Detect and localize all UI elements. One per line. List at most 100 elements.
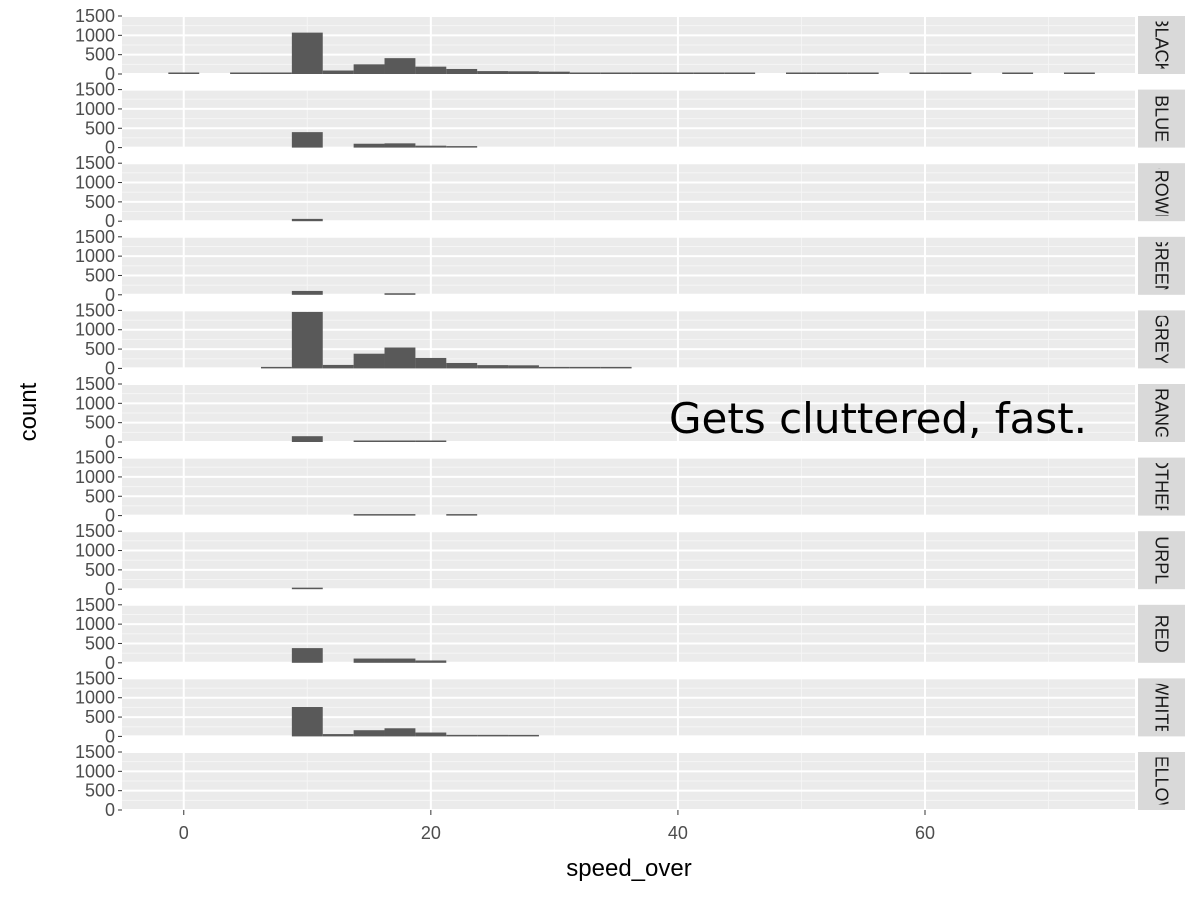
histogram-bar [322, 70, 354, 74]
histogram-bar [446, 362, 478, 369]
histogram-bar [291, 436, 323, 442]
y-tick-label: 1500 [75, 668, 115, 688]
facet-strip-label: BLUE [1152, 95, 1172, 142]
y-tick-label: 1500 [75, 153, 115, 173]
histogram-bar [415, 440, 447, 442]
histogram-bar [415, 357, 447, 369]
histogram-bar [909, 72, 941, 74]
facet-strip [1138, 678, 1185, 737]
y-tick-label: 0 [105, 579, 115, 599]
histogram-bar [415, 660, 447, 663]
histogram-bar [384, 658, 416, 663]
y-tick-label: 1000 [75, 320, 115, 340]
y-tick-label: 0 [105, 138, 115, 158]
y-tick-label: 500 [85, 413, 115, 433]
histogram-bar [569, 366, 601, 369]
histogram-bar [477, 365, 509, 369]
histogram-bar [322, 364, 354, 369]
histogram-bar [260, 72, 292, 74]
y-tick-label: 1000 [75, 25, 115, 45]
y-tick-label: 1000 [75, 99, 115, 119]
histogram-bar [477, 734, 509, 737]
histogram-bar [230, 72, 261, 74]
histogram-bar [291, 132, 323, 148]
histogram-bar [446, 514, 478, 516]
facet-strip [1138, 89, 1185, 148]
y-tick-label: 500 [85, 45, 115, 65]
y-tick-label: 1500 [75, 80, 115, 100]
y-tick-label: 0 [105, 506, 115, 526]
y-tick-label: 0 [105, 800, 115, 820]
y-tick-label: 0 [105, 432, 115, 452]
histogram-bar [662, 72, 694, 74]
y-tick-label: 0 [105, 358, 115, 378]
histogram-bar [538, 366, 570, 369]
x-tick-label: 60 [915, 823, 935, 843]
histogram-bar [353, 64, 385, 74]
y-tick-label: 500 [85, 486, 115, 506]
facet-strip [1138, 457, 1185, 516]
histogram-bar [415, 145, 447, 148]
facet-strip-label: GREEN [1152, 234, 1172, 298]
facet-strip [1138, 384, 1185, 442]
histogram-bar [384, 143, 416, 148]
facet-strip-label: YELLOW [1152, 743, 1172, 818]
y-tick-label: 1000 [75, 761, 115, 781]
histogram-bar [291, 32, 323, 74]
y-tick-label: 500 [85, 781, 115, 801]
histogram-bar [600, 366, 632, 369]
y-tick-label: 1000 [75, 467, 115, 487]
histogram-bar [1063, 72, 1095, 74]
facet-strip-label: PURPLE [1152, 524, 1172, 596]
y-tick-label: 1000 [75, 614, 115, 634]
histogram-bar [353, 143, 385, 148]
histogram-bar [291, 311, 323, 369]
y-tick-label: 1500 [75, 6, 115, 26]
facet-strip [1138, 604, 1185, 663]
facet-strip [1138, 236, 1185, 295]
facet-strip-label: ORANGE [1152, 374, 1172, 452]
histogram-bar [353, 658, 385, 663]
y-axis-title: count [15, 382, 42, 441]
histogram-bar [291, 218, 323, 222]
y-tick-label: 1000 [75, 541, 115, 561]
y-tick-label: 0 [105, 211, 115, 231]
facet-strip [1138, 163, 1185, 222]
histogram-bar [1002, 72, 1034, 74]
histogram-bar [446, 146, 478, 148]
y-tick-label: 500 [85, 560, 115, 580]
y-tick-label: 0 [105, 653, 115, 673]
histogram-bar [353, 440, 385, 442]
facet-strip-label: GREY [1152, 314, 1172, 365]
histogram-bar [508, 71, 539, 74]
y-tick-label: 0 [105, 64, 115, 84]
histogram-bar [384, 58, 416, 74]
histogram-bar [477, 71, 509, 74]
histogram-bar [353, 514, 385, 516]
histogram-bar [940, 72, 972, 74]
facet-strip [1138, 310, 1185, 369]
histogram-bar [353, 353, 385, 369]
x-tick-label: 0 [179, 823, 189, 843]
histogram-bar [446, 734, 478, 737]
histogram-bar [446, 68, 478, 74]
facet-strip-label: BROWN [1152, 158, 1172, 227]
x-axis: 0 20 40 60 [179, 810, 935, 843]
y-tick-label: 1500 [75, 227, 115, 247]
y-tick-label: 1000 [75, 688, 115, 708]
histogram-bar [291, 648, 323, 663]
y-tick-label: 1500 [75, 300, 115, 320]
histogram-bar [353, 730, 385, 737]
facet-strip [1138, 531, 1185, 590]
y-tick-label: 500 [85, 633, 115, 653]
histogram-bar [786, 72, 817, 74]
